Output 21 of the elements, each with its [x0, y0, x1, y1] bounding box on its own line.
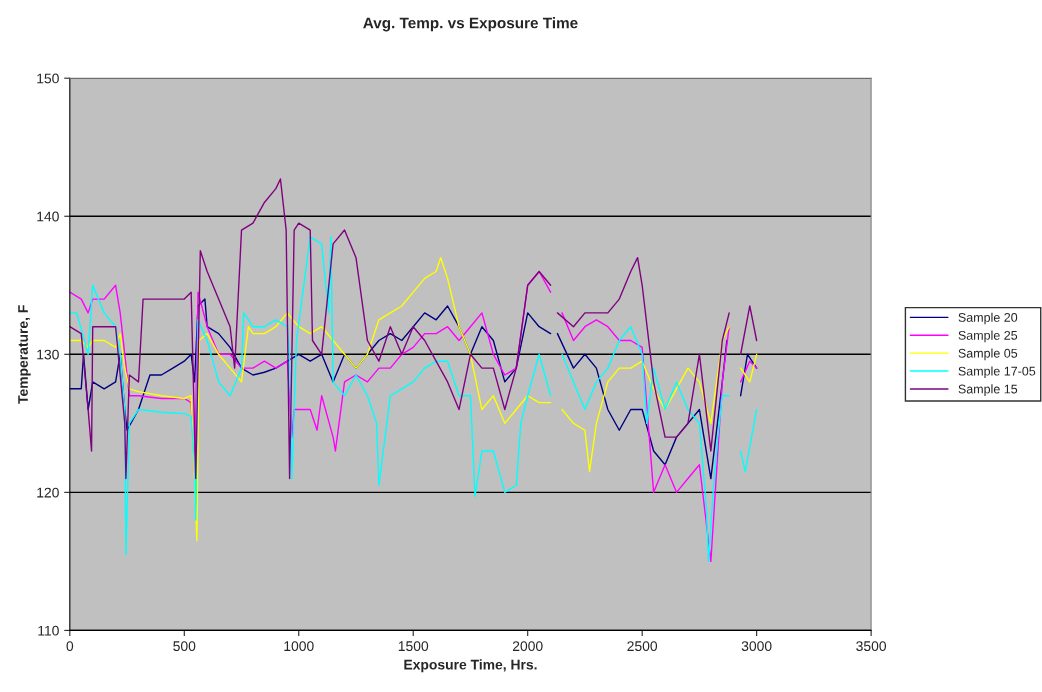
legend-label: Sample 20 [958, 312, 1018, 325]
x-tick-label: 500 [173, 641, 196, 652]
chart-title: Avg. Temp. vs Exposure Time [363, 17, 578, 32]
x-tick-label: 3500 [856, 641, 887, 652]
x-tick-label: 1000 [284, 641, 314, 652]
y-tick-label: 140 [37, 211, 59, 222]
x-axis-title: Exposure Time, Hrs. [404, 659, 537, 673]
x-tick-label: 0 [66, 641, 74, 652]
y-tick-label: 120 [37, 487, 59, 498]
legend-label: Sample 25 [958, 330, 1018, 343]
y-tick-label: 150 [37, 73, 59, 84]
y-tick-label: 110 [38, 625, 59, 636]
legend-label: Sample 15 [958, 384, 1018, 396]
y-axis-title: Temperature, F [18, 305, 31, 404]
x-tick-label: 3000 [741, 641, 772, 652]
legend-label: Sample 17-05 [958, 366, 1036, 379]
y-tick-label: 130 [37, 349, 59, 360]
x-tick-label: 2500 [627, 641, 658, 652]
x-tick-label: 2000 [512, 641, 543, 652]
x-tick-label: 1500 [398, 641, 429, 652]
legend-label: Sample 05 [958, 348, 1018, 361]
